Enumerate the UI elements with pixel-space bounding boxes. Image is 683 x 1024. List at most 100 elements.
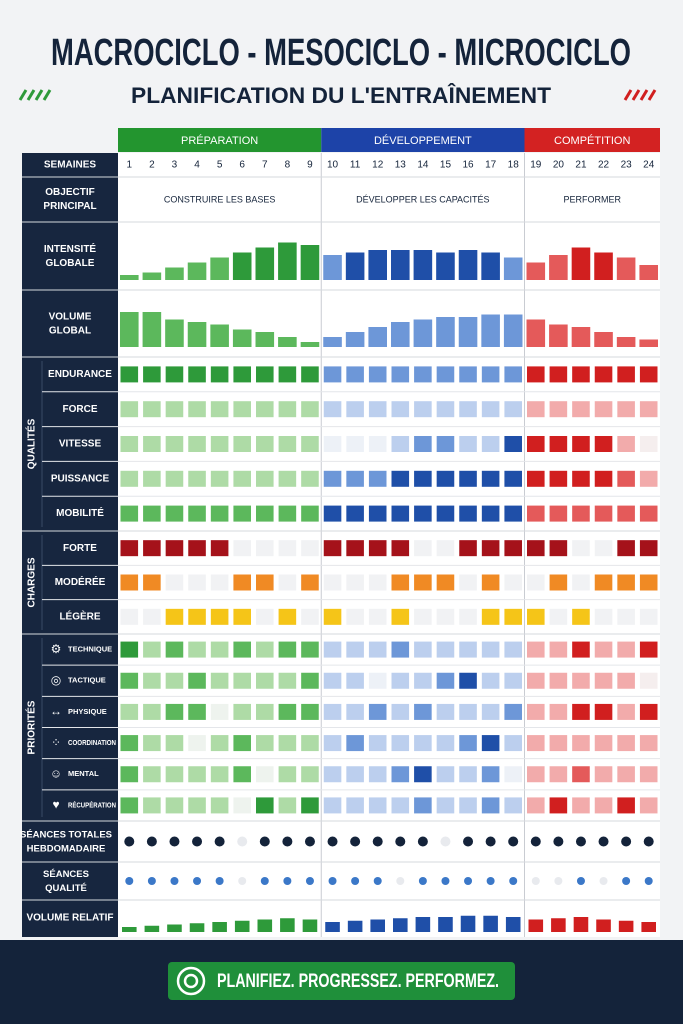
level-cell <box>143 436 161 452</box>
level-cell <box>436 401 455 418</box>
level-cell <box>143 540 161 557</box>
session-dot <box>575 836 586 847</box>
level-cell <box>188 672 206 689</box>
row-label: VOLUME RELATIF <box>26 913 113 924</box>
bar <box>255 332 275 347</box>
level-cell <box>233 366 251 383</box>
level-cell <box>504 703 522 720</box>
level-cell <box>143 505 161 522</box>
session-dot <box>351 877 360 885</box>
week-label: 24 <box>643 160 655 171</box>
bar <box>323 337 342 347</box>
level-cell <box>233 505 251 522</box>
level-cell <box>120 366 139 383</box>
level-cell <box>572 766 590 783</box>
week-label: 2 <box>149 160 155 171</box>
session-dot <box>396 877 405 885</box>
relative-bar <box>596 919 611 932</box>
level-cell <box>301 797 319 814</box>
level-cell <box>368 436 387 452</box>
session-dot <box>553 836 564 847</box>
bar <box>616 337 636 347</box>
relative-bar <box>483 915 498 932</box>
phase-objective: PERFORMER <box>563 194 621 204</box>
level-cell <box>143 470 161 487</box>
bar <box>639 339 658 347</box>
level-cell <box>594 366 613 383</box>
level-cell <box>436 574 455 591</box>
level-cell <box>594 735 613 752</box>
row-label: MOBILITÉ <box>56 506 104 519</box>
week-label: 8 <box>285 160 291 171</box>
level-cell <box>436 735 455 752</box>
level-cell <box>256 735 274 752</box>
level-cell <box>549 766 568 783</box>
green-slashes <box>18 89 52 101</box>
level-cell <box>549 505 568 522</box>
row-label: INTENSITÉ GLOBALE <box>44 242 97 269</box>
level-cell <box>414 608 432 625</box>
level-cell <box>504 366 522 383</box>
level-cell <box>143 608 161 625</box>
relative-bar <box>641 922 656 932</box>
subtitle: PLANIFICATION DU L'ENTRAÎNEMENT <box>131 83 552 108</box>
bar <box>391 250 410 280</box>
level-cell <box>481 401 500 418</box>
level-cell <box>549 641 568 658</box>
session-dot <box>554 877 563 885</box>
level-cell <box>639 735 658 752</box>
session-dot <box>599 877 608 885</box>
level-cell <box>572 366 590 383</box>
level-cell <box>594 797 613 814</box>
bar <box>549 255 568 280</box>
bar <box>436 317 455 347</box>
level-cell <box>165 401 184 418</box>
level-cell <box>391 735 410 752</box>
session-dot <box>238 877 247 885</box>
session-dot <box>508 836 519 847</box>
level-cell <box>323 574 342 591</box>
level-cell <box>459 608 477 625</box>
relative-bar <box>618 920 634 932</box>
level-cell <box>368 735 387 752</box>
level-cell <box>368 766 387 783</box>
session-dot <box>237 836 248 847</box>
row-label: FORTE <box>63 543 97 554</box>
level-cell <box>527 574 545 591</box>
level-cell <box>481 540 500 557</box>
session-dot <box>282 836 293 847</box>
bar <box>458 250 478 280</box>
level-cell <box>143 797 161 814</box>
level-cell <box>594 540 613 557</box>
priority-icon: ⁘ <box>51 735 61 749</box>
level-cell <box>617 703 635 720</box>
row-label: MODÉRÉE <box>55 575 106 588</box>
session-dot <box>305 877 314 885</box>
level-cell <box>504 436 522 452</box>
footer-pill <box>168 962 515 1000</box>
level-cell <box>572 735 590 752</box>
level-cell <box>594 436 613 452</box>
session-dot <box>215 877 224 885</box>
level-cell <box>549 703 568 720</box>
relative-bar <box>325 922 340 932</box>
level-cell <box>165 436 184 452</box>
level-cell <box>278 797 297 814</box>
level-cell <box>481 436 500 452</box>
level-cell <box>368 797 387 814</box>
level-cell <box>143 574 161 591</box>
level-cell <box>594 401 613 418</box>
level-cell <box>346 436 364 452</box>
level-cell <box>436 470 455 487</box>
level-cell <box>504 797 522 814</box>
relative-bar <box>347 920 363 932</box>
level-cell <box>504 574 522 591</box>
week-label: 5 <box>217 160 223 171</box>
level-cell <box>323 540 342 557</box>
title: MACROCICLO - MESOCICLO - MICROCICLO <box>51 32 631 74</box>
row-label: RÉCUPÉRATION <box>68 800 116 809</box>
level-cell <box>639 703 658 720</box>
group-name: QUALITÉS <box>25 418 38 469</box>
level-cell <box>368 608 387 625</box>
